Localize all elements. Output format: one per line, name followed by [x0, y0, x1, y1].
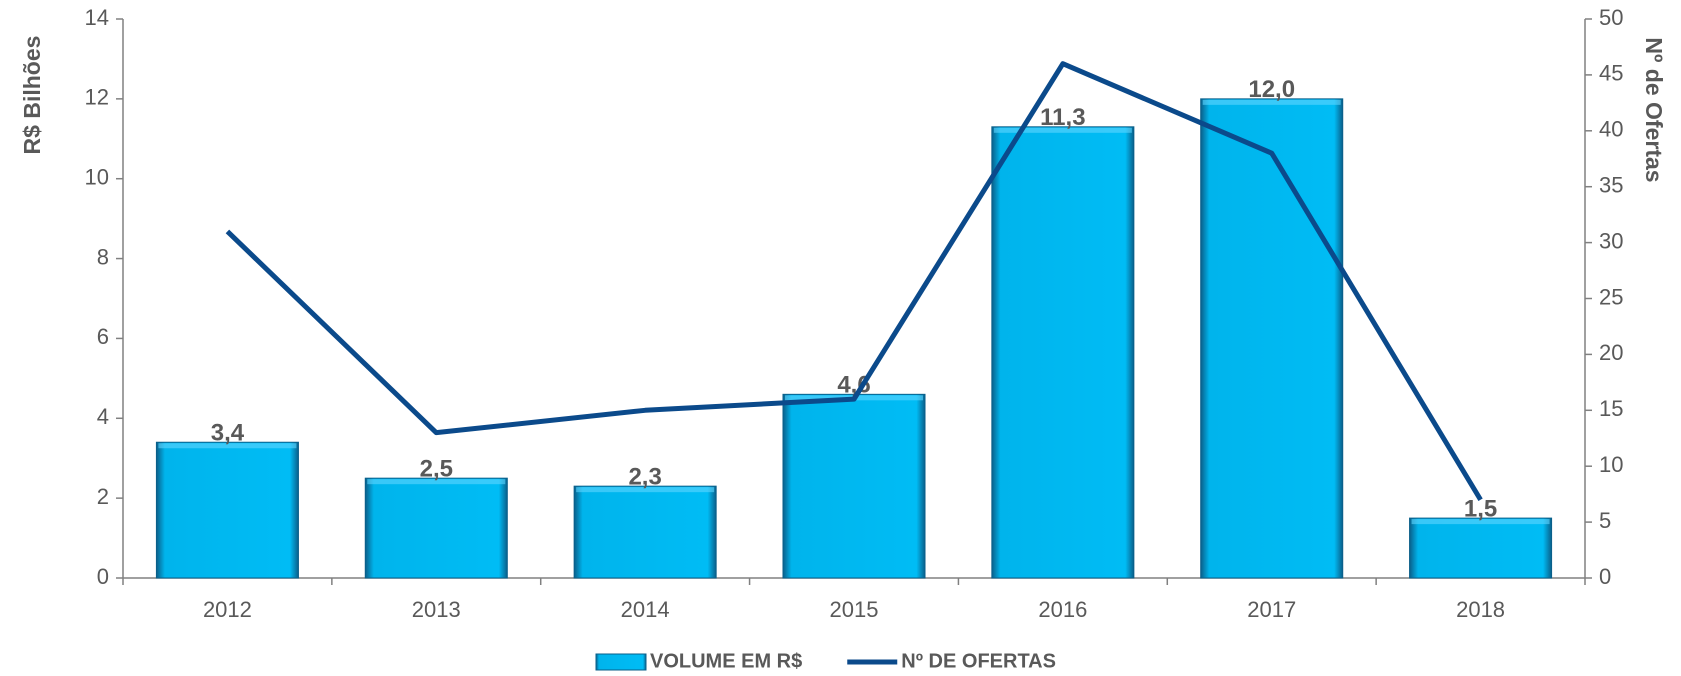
y2-tick-label: 15 [1599, 396, 1623, 421]
y2-tick-label: 20 [1599, 340, 1623, 365]
y2-tick-label: 30 [1599, 228, 1623, 253]
bar [573, 485, 717, 579]
y2-tick-label: 10 [1599, 452, 1623, 477]
data-label: 1,5 [1464, 495, 1497, 522]
line [225, 61, 1483, 502]
y-tick-label: 6 [97, 324, 109, 349]
bar-top [1411, 519, 1550, 525]
y2-axis-title: Nº de Ofertas [1641, 37, 1667, 182]
bar-top [1202, 99, 1341, 105]
y-axis-title: R$ Bilhões [19, 36, 45, 155]
x-tick-label: 2013 [412, 597, 461, 622]
data-label: 3,4 [211, 420, 245, 447]
bar-top [158, 443, 297, 449]
x-tick-label: 2017 [1247, 597, 1296, 622]
x-tick-label: 2014 [621, 597, 670, 622]
y2-tick-label: 45 [1599, 61, 1623, 86]
bar [1409, 517, 1553, 579]
x-tick-label: 2016 [1038, 597, 1087, 622]
bar [364, 477, 508, 579]
x-tick-label: 2018 [1456, 597, 1505, 622]
data-label: 12,0 [1248, 76, 1295, 103]
x-tick-label: 2012 [203, 597, 252, 622]
x-tick-label: 2015 [830, 597, 879, 622]
y-tick-label: 4 [97, 404, 109, 429]
bar-top [367, 479, 506, 485]
bar-top [993, 127, 1132, 133]
y2-tick-label: 50 [1599, 5, 1623, 30]
y-tick-label: 14 [85, 5, 109, 30]
data-label: 2,3 [628, 464, 661, 491]
bar [782, 393, 926, 579]
y-tick-label: 0 [97, 564, 109, 589]
legend-swatch [595, 653, 647, 671]
data-label: 2,5 [420, 456, 453, 483]
y2-tick-label: 5 [1599, 508, 1611, 533]
data-label: 11,3 [1040, 104, 1085, 131]
y-tick-label: 12 [85, 85, 109, 110]
y2-tick-label: 35 [1599, 173, 1623, 198]
legend-label: VOLUME EM R$ [650, 650, 802, 672]
y-tick-label: 2 [97, 484, 109, 509]
legend-label: Nº DE OFERTAS [901, 650, 1056, 672]
bar [155, 441, 299, 579]
y-tick-label: 10 [85, 165, 109, 190]
bar [991, 126, 1135, 579]
bar [1200, 98, 1344, 579]
y-tick-label: 8 [97, 244, 109, 269]
y2-tick-label: 25 [1599, 284, 1623, 309]
y2-tick-label: 0 [1599, 564, 1611, 589]
bar-top [576, 487, 715, 493]
y2-tick-label: 40 [1599, 117, 1623, 142]
